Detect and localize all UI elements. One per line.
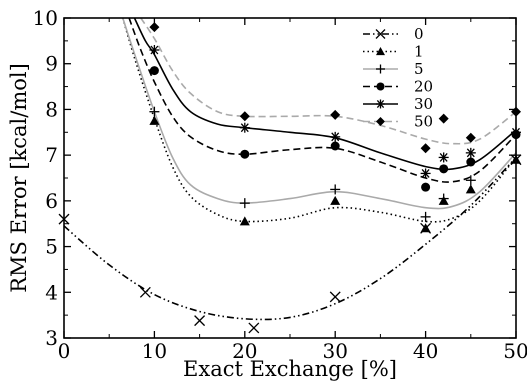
data-point-series-0 — [248, 322, 260, 334]
legend-marker-series-0 — [375, 29, 386, 39]
plot-frame — [63, 17, 517, 339]
data-point-series-20 — [240, 149, 250, 159]
data-point-series-30 — [330, 131, 341, 142]
data-point-series-20 — [466, 157, 476, 167]
fit-curve-series-0 — [64, 156, 516, 321]
legend-label-series-50: 50 — [414, 113, 433, 131]
data-point-series-20 — [149, 66, 159, 76]
legend-label-series-30: 30 — [414, 95, 433, 113]
x-tick-label: 50 — [503, 339, 527, 363]
data-point-series-5 — [438, 193, 449, 204]
x-tick-label: 20 — [232, 339, 257, 363]
x-tick-label: 0 — [58, 339, 71, 363]
data-point-series-50 — [239, 111, 250, 122]
data-point-series-0 — [194, 315, 206, 327]
data-point-series-30 — [420, 168, 431, 179]
data-point-series-5 — [465, 175, 476, 186]
data-point-series-30 — [239, 122, 250, 133]
legend-label-series-5: 5 — [414, 60, 424, 78]
legend-marker-series-50 — [376, 117, 385, 126]
y-tick-label: 8 — [45, 97, 58, 121]
legend-marker-series-30 — [376, 99, 385, 109]
legend-marker-series-20 — [376, 82, 385, 91]
y-tick-label: 3 — [45, 326, 58, 350]
y-axis-label: RMS Error [kcal/mol] — [7, 63, 31, 293]
data-point-series-20 — [439, 164, 449, 174]
legend-label-series-0: 0 — [414, 25, 424, 43]
data-points — [58, 22, 522, 334]
data-point-series-30 — [438, 152, 449, 163]
data-point-series-1 — [239, 216, 250, 226]
data-point-series-50 — [330, 109, 341, 120]
data-point-series-50 — [465, 132, 476, 143]
x-tick-label: 40 — [413, 339, 438, 363]
data-point-series-5 — [420, 211, 431, 222]
fit-curves — [64, 18, 516, 321]
data-point-series-50 — [438, 113, 449, 124]
x-tick-label: 30 — [322, 339, 347, 363]
data-point-series-50 — [149, 22, 160, 33]
data-point-series-20 — [421, 182, 431, 192]
legend-marker-series-5 — [376, 64, 385, 74]
fit-curve-series-5 — [122, 18, 516, 210]
data-point-series-5 — [330, 184, 341, 195]
legend-label-series-1: 1 — [414, 43, 424, 61]
data-point-series-5 — [149, 106, 160, 117]
fit-curve-series-20 — [128, 18, 516, 183]
data-point-series-1 — [330, 195, 341, 205]
y-tick-label: 7 — [45, 143, 58, 167]
data-point-series-20 — [330, 141, 340, 151]
fit-curve-series-30 — [133, 18, 516, 171]
data-point-series-30 — [465, 147, 476, 158]
data-point-series-0 — [329, 291, 341, 303]
y-tick-label: 9 — [45, 52, 58, 76]
x-tick-label: 10 — [142, 339, 167, 363]
data-point-series-50 — [420, 143, 431, 154]
y-tick-label: 4 — [45, 280, 58, 304]
data-point-series-5 — [239, 198, 250, 209]
data-point-series-1 — [149, 115, 160, 125]
data-point-series-1 — [420, 223, 431, 233]
fit-curve-series-50 — [140, 18, 516, 145]
y-tick-label: 10 — [33, 6, 58, 30]
x-axis-label: Exact Exchange [%] — [183, 357, 397, 381]
data-point-series-0 — [139, 286, 151, 298]
data-point-series-1 — [465, 184, 476, 194]
y-tick-label: 6 — [45, 189, 58, 213]
fit-curve-series-1 — [122, 18, 516, 223]
data-point-series-30 — [149, 45, 160, 55]
legend-label-series-20: 20 — [414, 78, 433, 96]
legend-marker-series-1 — [376, 47, 385, 56]
y-tick-label: 5 — [45, 235, 58, 259]
